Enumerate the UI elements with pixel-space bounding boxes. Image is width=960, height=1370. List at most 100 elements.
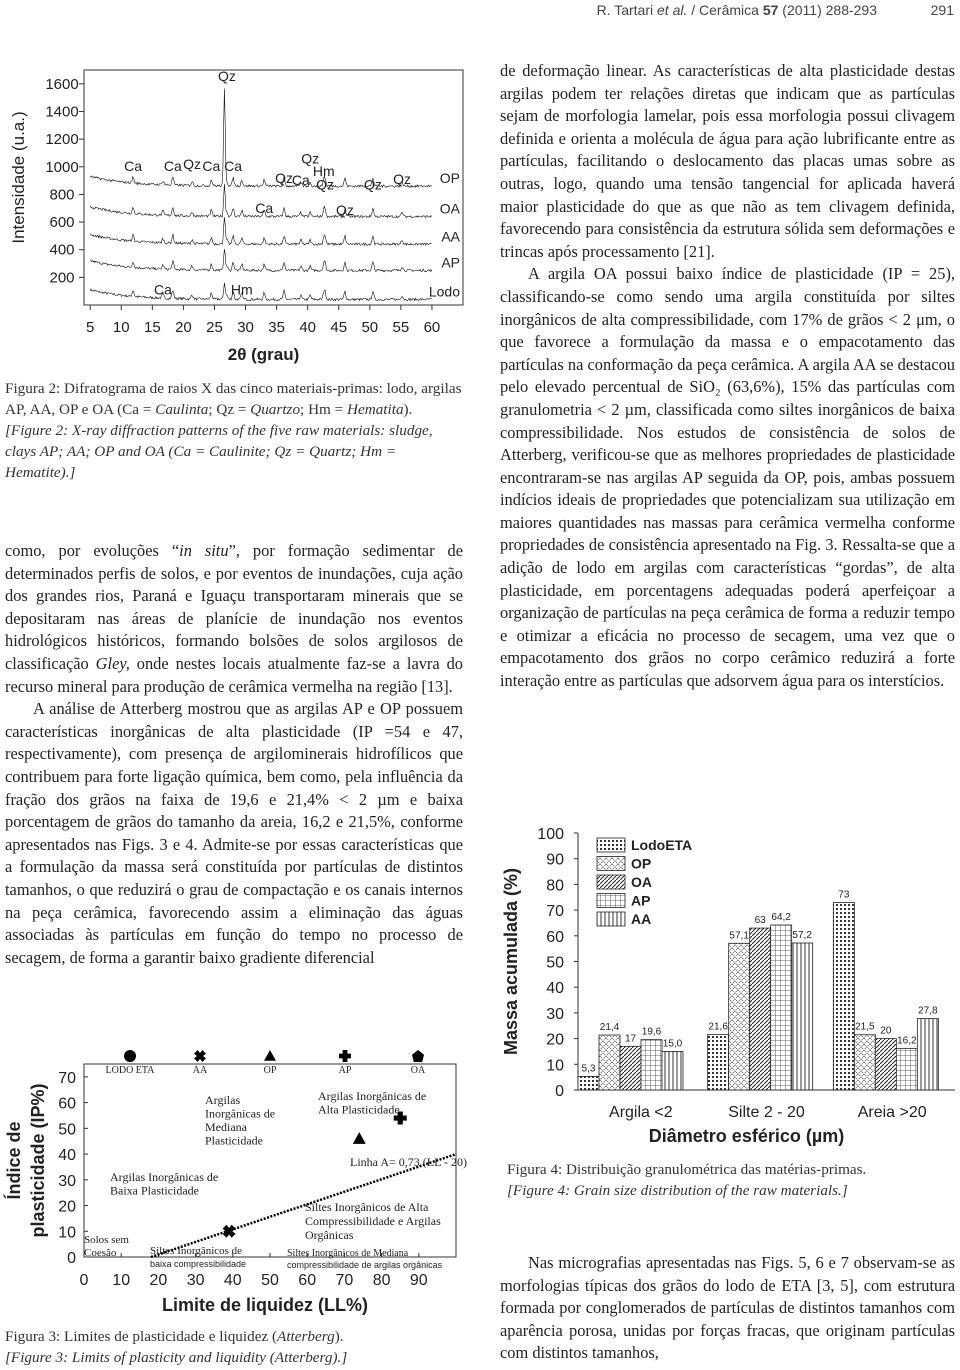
region-label: Siltes Inorgânicos de Mediana <box>287 1248 409 1259</box>
marker <box>393 1111 407 1125</box>
region-label: Inorgânicas de <box>205 1107 275 1121</box>
legend-label: AA <box>193 1065 208 1076</box>
x-axis-label: Diâmetro esférico (µm) <box>649 1126 844 1146</box>
y-tick-label: 40 <box>58 1147 76 1164</box>
value-label: 20 <box>880 1026 892 1037</box>
legend-label: LodoETA <box>631 837 692 853</box>
x-tick-label: 60 <box>298 1272 316 1289</box>
paragraph: A análise de Atterberg mostrou que as ar… <box>5 698 463 969</box>
text-run: (2011) 288-293 <box>778 2 877 18</box>
peak-annotation: Ca <box>255 200 273 216</box>
x-tick-label: 10 <box>112 1272 130 1289</box>
x-tick-label: 15 <box>144 319 161 336</box>
bar <box>598 1034 621 1091</box>
value-label: 73 <box>838 889 850 900</box>
region-label: Plasticidade <box>205 1134 263 1148</box>
legend-swatch <box>596 893 626 908</box>
peak-annotation: Ca <box>164 158 182 174</box>
x-tick-label: 40 <box>224 1272 242 1289</box>
peak-annotation: Qz <box>301 150 319 166</box>
bar <box>749 927 772 1091</box>
y-tick-label: 70 <box>546 903 564 920</box>
legend-label: OP <box>631 856 651 872</box>
marker <box>339 1050 351 1062</box>
value-label: 15,0 <box>663 1038 683 1049</box>
y-axis-label: Índice de <box>3 1121 24 1199</box>
x-tick-label: 55 <box>393 319 410 336</box>
text-run: Nas micrografias apresentadas nas Figs. … <box>500 1253 955 1363</box>
legend-swatch <box>596 911 626 927</box>
value-label: 5,3 <box>582 1063 596 1074</box>
series-label: AA <box>441 228 460 244</box>
text-run: ”, por formação sedimentar de determinad… <box>5 541 463 673</box>
value-label: 27,8 <box>918 1006 938 1017</box>
legend-label: OA <box>631 874 652 890</box>
y-tick-label: 100 <box>537 826 564 843</box>
x-tick-label: 45 <box>330 319 347 336</box>
legend-label: AP <box>631 893 650 909</box>
legend-swatch <box>596 874 626 890</box>
bar <box>916 1018 939 1091</box>
series-label: AP <box>441 255 460 271</box>
x-tick-label: 35 <box>268 319 285 336</box>
y-tick-label: 600 <box>49 214 74 231</box>
body-column: de deformação linear. As características… <box>500 60 955 693</box>
caption-pt: Figura 2: Difratograma de raios X das ci… <box>5 378 463 420</box>
text-run: onde nestes locais atualmente faz-se a l… <box>5 653 463 696</box>
x-tick-label: 50 <box>261 1272 279 1289</box>
y-tick-label: 80 <box>546 877 564 894</box>
figure-caption: Figura 4: Distribuição granulométrica da… <box>507 1159 947 1201</box>
marker <box>222 1224 236 1238</box>
y-tick-label: 1000 <box>45 159 78 176</box>
x-tick-label: Areia >20 <box>858 1104 927 1121</box>
y-tick-label: 0 <box>67 1250 76 1267</box>
y-tick-label: 60 <box>58 1096 76 1113</box>
value-label: 16,2 <box>897 1035 917 1046</box>
x-tick-label: 80 <box>373 1272 391 1289</box>
caption-en: [Figure 4: Grain size distribution of th… <box>507 1182 848 1199</box>
peak-annotation: Ca <box>202 158 220 174</box>
text-run: Quartzo <box>250 401 301 418</box>
text-run: Hematita <box>347 401 404 418</box>
text-run: ; Qz = <box>208 401 251 418</box>
text-run: A argila OA possui baixo índice de plast… <box>500 264 955 691</box>
bar <box>874 1038 897 1091</box>
peak-annotation: Ca <box>224 158 242 174</box>
x-tick-label: 20 <box>175 319 192 336</box>
text-run: Figura 4: Distribuição granulométrica da… <box>507 1161 867 1178</box>
caption-pt: Figura 3: Limites de plasticidade e liqu… <box>5 1326 463 1347</box>
reference-line-label: Linha A= 0,73 (LL - 20) <box>350 1155 467 1169</box>
bar <box>832 901 855 1091</box>
legend-label: AA <box>631 911 651 927</box>
body-column: Nas micrografias apresentadas nas Figs. … <box>500 1252 955 1365</box>
legend-swatch <box>596 837 626 853</box>
bar <box>707 1034 730 1091</box>
text-run: de deformação linear. As características… <box>500 61 955 261</box>
value-label: 21,4 <box>600 1022 620 1033</box>
y-tick-label: 1600 <box>45 76 78 93</box>
xrd-trace <box>89 249 432 273</box>
bar <box>661 1051 684 1091</box>
region-label: Coesão <box>84 1247 117 1259</box>
text-run: R. Tartari <box>596 2 657 18</box>
y-tick-label: 1400 <box>45 103 78 120</box>
y-tick-label: 1200 <box>45 131 78 148</box>
body-column: como, por evoluções “in situ”, por forma… <box>5 540 463 969</box>
xrd-trace <box>89 282 432 302</box>
bar <box>895 1047 918 1091</box>
paragraph: de deformação linear. As características… <box>500 60 955 263</box>
xrd-trace <box>89 88 432 189</box>
y-axis-label: Intensidade (u.a.) <box>9 111 28 243</box>
region-label: Solos sem <box>84 1234 129 1246</box>
caption-en: [Figure 3: Limits of plasticity and liqu… <box>5 1349 348 1366</box>
y-tick-label: 20 <box>58 1199 76 1216</box>
y-tick-label: 70 <box>58 1070 76 1087</box>
region-label: compressibilidade de argilas orgânicas <box>287 1260 443 1270</box>
x-tick-label: 30 <box>237 319 254 336</box>
value-label: 21,5 <box>855 1022 875 1033</box>
text-run: ). <box>403 401 413 418</box>
bar <box>728 942 751 1091</box>
text-run: et al. <box>657 2 688 18</box>
value-label: 21,6 <box>708 1021 728 1032</box>
